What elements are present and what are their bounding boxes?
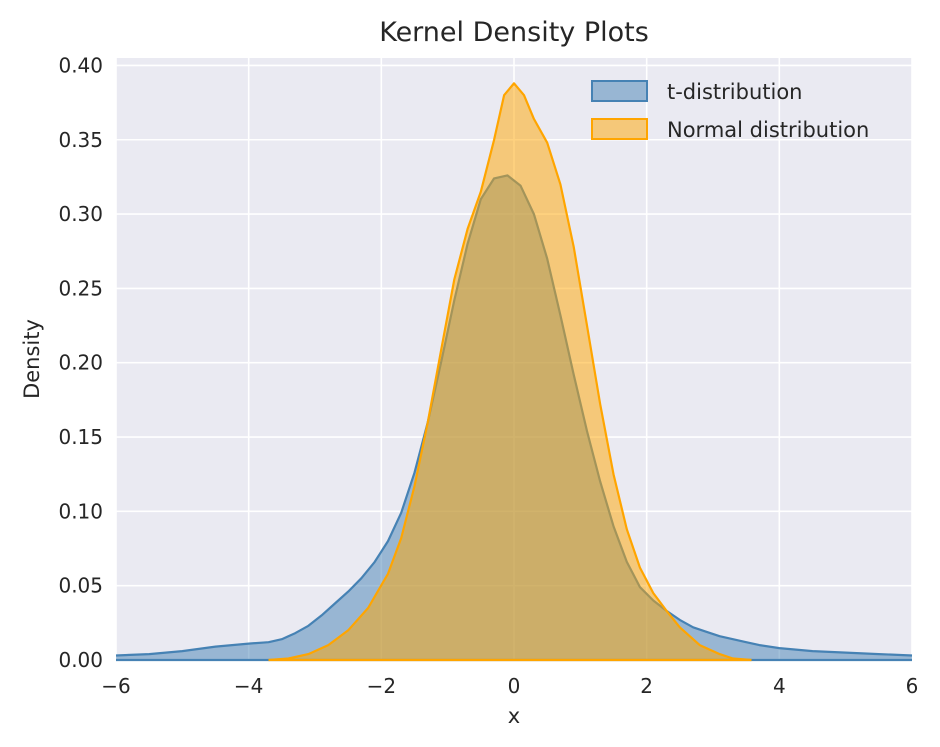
legend-label-t-distribution: t-distribution (667, 80, 803, 104)
x-tick-label: 2 (640, 674, 653, 698)
legend-label-normal-distribution: Normal distribution (667, 118, 869, 142)
y-tick-label: 0.30 (58, 202, 103, 226)
y-tick-label: 0.05 (58, 574, 103, 598)
y-tick-label: 0.00 (58, 648, 103, 672)
legend-swatch-normal-distribution (591, 118, 648, 140)
x-tick-label: 4 (773, 674, 786, 698)
x-axis-label: x (508, 704, 520, 728)
legend-swatch-t-distribution (591, 80, 648, 102)
chart-title: Kernel Density Plots (379, 17, 649, 48)
axis-ticks: −6 −4 −2 0 2 4 6 0.00 0.05 0.10 0.15 0.20 0.25 0.30 0.… (58, 53, 918, 698)
y-tick-label: 0.25 (58, 276, 103, 300)
legend: t-distribution Normal distribution (591, 80, 869, 142)
x-tick-label: −2 (367, 674, 396, 698)
y-tick-label: 0.10 (58, 499, 103, 523)
x-tick-label: −4 (234, 674, 263, 698)
y-tick-label: 0.20 (58, 351, 103, 375)
series-layer (115, 82, 913, 662)
y-tick-label: 0.40 (58, 53, 103, 77)
y-tick-label: 0.35 (58, 128, 103, 152)
x-tick-label: 6 (906, 674, 919, 698)
series-area-normal-distribution (268, 83, 752, 661)
y-axis-label: Density (20, 319, 44, 399)
x-tick-label: −6 (101, 674, 130, 698)
x-tick-label: 0 (508, 674, 521, 698)
series-line-normal-distribution (268, 82, 752, 662)
y-tick-label: 0.15 (58, 425, 103, 449)
